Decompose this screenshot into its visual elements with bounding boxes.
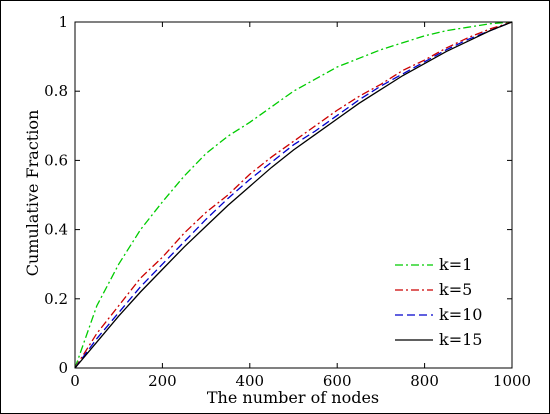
y-tick-label: 0.2 [44, 290, 68, 308]
legend-label-3: k=10 [439, 305, 482, 324]
series-line-3 [74, 21, 513, 369]
legend-label-2: k=5 [439, 280, 472, 299]
y-tick-label: 1 [58, 13, 68, 31]
x-tick-label: 200 [148, 372, 177, 390]
x-axis-label: The number of nodes [207, 388, 379, 407]
legend: k=1 k=5 k=10 k=15 [395, 255, 482, 349]
x-tick-label: 0 [70, 372, 80, 390]
plot-area [75, 22, 512, 368]
y-tick-label: 0.4 [44, 221, 68, 239]
y-tick-label: 0.8 [44, 82, 68, 100]
y-tick-label: 0.6 [44, 151, 68, 169]
x-tick-label: 600 [323, 372, 352, 390]
x-tick-label: 1000 [493, 372, 531, 390]
y-tick-label: 0 [58, 359, 68, 377]
legend-label-4: k=15 [439, 330, 482, 349]
series-line-1 [74, 21, 513, 369]
legend-label-1: k=1 [439, 255, 472, 274]
y-axis-label: Cumulative Fraction [23, 110, 42, 277]
axes-box [74, 21, 513, 369]
x-tick-label: 400 [235, 372, 264, 390]
series-line-4 [74, 21, 513, 369]
x-tick-label: 800 [410, 372, 439, 390]
